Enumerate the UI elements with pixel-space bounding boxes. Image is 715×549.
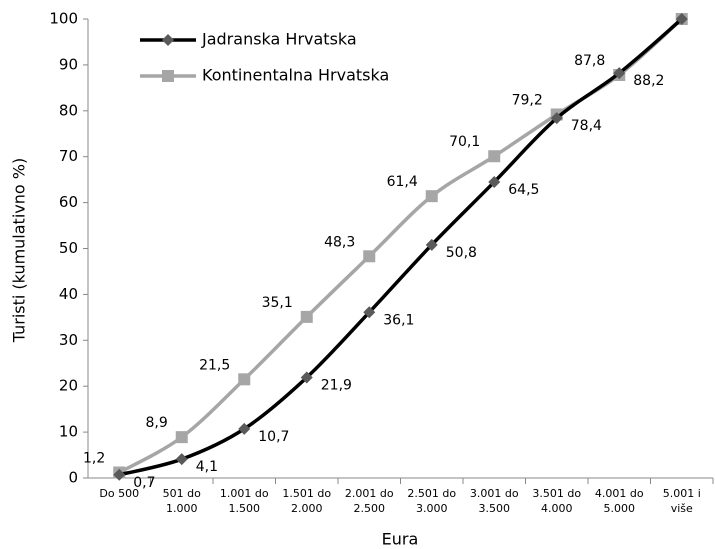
marker [363,250,376,263]
x-axis-label: Eura [382,530,419,549]
x-tick-label: 4.001 do 5.000 [594,487,644,515]
marker [300,371,313,384]
marker [238,422,251,435]
data-label: 61,4 [387,174,418,190]
marker [238,373,251,386]
y-tick-label: 90 [59,55,78,73]
data-label: 88,2 [633,73,664,89]
marker [488,175,501,188]
marker [175,453,188,466]
marker [425,190,438,203]
data-label: 79,2 [512,92,543,108]
data-label: 1,2 [83,450,105,466]
legend-marker [162,34,174,46]
y-tick-label: 10 [59,423,78,441]
marker [550,112,563,125]
marker [113,468,126,481]
x-tick-label: 2.001 do 2.500 [344,487,394,515]
x-tick-label: 5.001 i više [662,487,701,515]
marker [300,310,313,323]
marker [175,431,188,444]
marker [613,67,626,80]
x-tick-label: 3.501 do 4.000 [532,487,582,515]
x-tick-label: 501 do 1.000 [162,487,201,515]
legend-label: Jadranska Hrvatska [201,30,357,49]
y-tick-label: 70 [59,147,78,165]
data-label: 4,1 [196,459,218,475]
data-label: 70,1 [449,134,480,150]
data-label: 8,9 [145,415,167,431]
data-label: 35,1 [262,295,293,311]
data-label: 78,4 [571,118,602,134]
data-label: 0,7 [133,475,155,491]
marker [488,150,501,163]
y-tick-label: 30 [59,331,78,349]
data-label: 50,8 [446,245,477,261]
x-tick-label: Do 500 [99,487,140,500]
legend-marker [162,70,174,82]
data-label: 48,3 [324,234,355,250]
y-tick-label: 60 [59,193,78,211]
y-tick-label: 0 [68,469,78,487]
x-tick-label: 1.001 do 1.500 [219,487,269,515]
marker [425,238,438,251]
marker [363,306,376,319]
y-tick-label: 50 [59,239,78,257]
x-tick-label: 3.001 do 3.500 [469,487,519,515]
data-label: 87,8 [574,53,605,69]
x-tick-label: 1.501 do 2.000 [282,487,332,515]
data-label: 36,1 [383,312,414,328]
y-tick-label: 20 [59,377,78,395]
marker [675,13,688,25]
y-tick-label: 80 [59,101,78,119]
series-line [118,17,683,477]
y-tick-label: 100 [49,10,78,28]
y-axis-label: Turisti (kumulativno %) [10,158,29,343]
data-label: 21,9 [321,377,352,393]
data-label: 21,5 [199,357,230,373]
x-tick-label: 2.501 do 3.000 [407,487,457,515]
legend-label: Kontinentalna Hrvatska [202,66,389,85]
data-label: 10,7 [258,429,289,445]
data-label: 64,5 [508,182,539,198]
y-tick-label: 40 [59,285,78,303]
